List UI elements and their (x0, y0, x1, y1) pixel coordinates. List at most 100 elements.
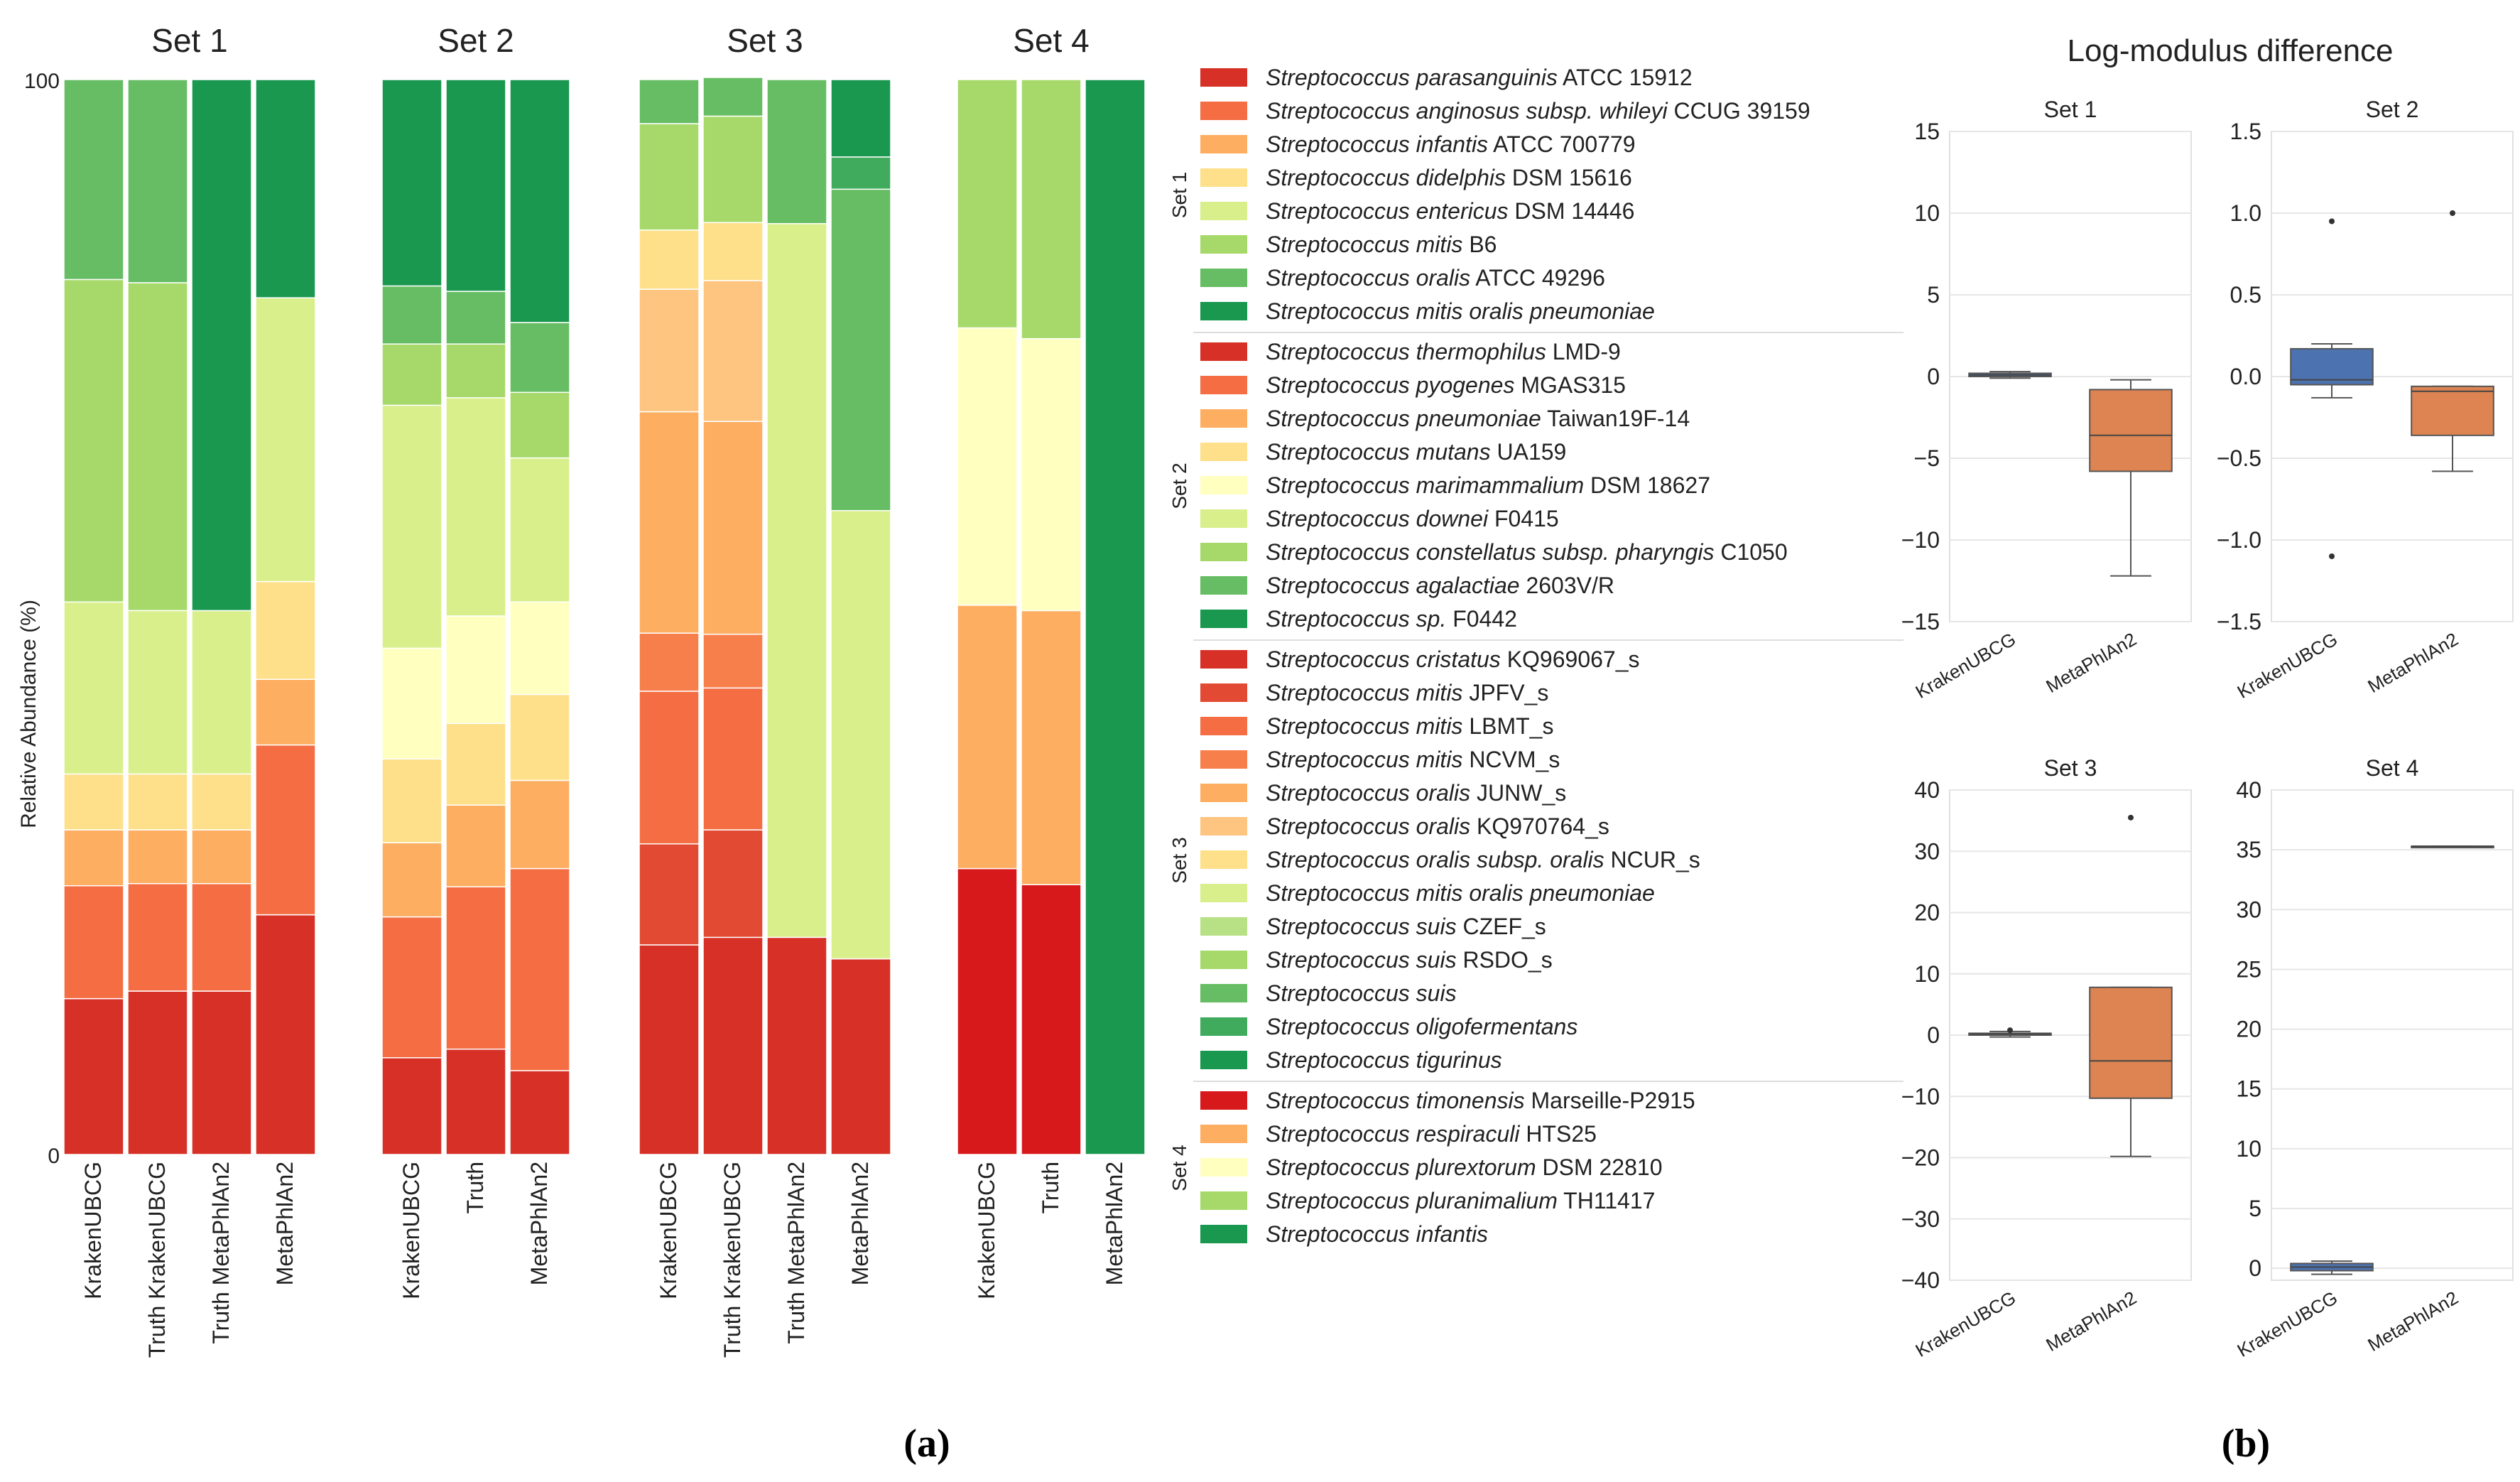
y-tick-label: 1.0 (2230, 200, 2261, 226)
set-title: Set 4 (1013, 22, 1089, 59)
bar-segment (830, 188, 891, 512)
bar-segment (509, 601, 570, 696)
legend-entry: Streptococcus downei F0415 (1266, 506, 1559, 531)
legend-entry: Streptococcus mitis oralis pneumoniae (1266, 298, 1655, 324)
set-title: Set 2 (438, 22, 514, 59)
panel-title: Set 4 (2366, 755, 2419, 781)
bar-set-4: Set 4 KrakenUBCG Truth MetaPhlAn2 (957, 22, 1146, 1299)
legend-entry: Streptococcus infantis ATCC 700779 (1266, 131, 1636, 157)
legend-group-set-1: Streptococcus parasanguinis ATCC 15912 St… (1168, 65, 1903, 333)
bar-segment (509, 1070, 570, 1155)
legend-entry: Streptococcus oligofermentans (1266, 1014, 1577, 1039)
bar-segment (766, 222, 827, 939)
legend-entry: Streptococcus mitis LBMT_s (1266, 713, 1553, 739)
legend-swatch (1200, 650, 1247, 669)
legend-entry: Streptococcus mitis JPFV_s (1266, 680, 1548, 705)
bar-segment (509, 79, 570, 323)
bar-segment (639, 411, 700, 634)
legend-entry: Streptococcus anginosus subsp. whileyi C… (1266, 98, 1810, 124)
bar-segment (381, 404, 442, 649)
y-tick-label: 10 (2236, 1136, 2261, 1162)
y-tick-label: −0.5 (2217, 445, 2261, 471)
bar-segment (509, 322, 570, 394)
x-tick-label: KrakenUBCG (974, 1162, 999, 1299)
y-tick-label: 35 (2236, 837, 2261, 862)
legend-entry: Streptococcus agalactiae 2603V/R (1266, 573, 1614, 598)
y-tick-label: −20 (1901, 1145, 1940, 1171)
legend-swatch (1200, 443, 1247, 461)
bar-segment (702, 280, 764, 422)
legend-swatch (1200, 850, 1247, 869)
y-tick-label: −10 (1901, 527, 1940, 553)
y-tick-label: 25 (2236, 956, 2261, 982)
y-tick-label: −5 (1914, 445, 1940, 471)
box (2411, 385, 2494, 436)
bar-segment (63, 278, 124, 603)
bar-segment (191, 990, 252, 1155)
legend-swatch (1200, 576, 1247, 595)
bar-segment (702, 687, 764, 831)
bar-segment (639, 944, 700, 1155)
legend-entry: Streptococcus didelphis DSM 15616 (1266, 165, 1632, 190)
bar-segment (255, 297, 316, 583)
bar-segment (445, 397, 506, 617)
bar-segment (255, 744, 316, 916)
bar-segment (63, 601, 124, 775)
y-tick-label: 10 (1914, 961, 1940, 987)
legend-swatch (1200, 1017, 1247, 1036)
bar-segment (445, 291, 506, 345)
bar-segment (702, 222, 764, 281)
y-tick-label: −40 (1901, 1267, 1940, 1293)
plot-area (2271, 789, 2514, 1281)
panel-a-stacked-bars: Relative Abundance (%) 100 0 Set 1 KrakenUBC… (17, 22, 1146, 1358)
bar-segment (509, 779, 570, 870)
legend-swatch (1200, 135, 1247, 153)
x-tick-label: MetaPhlAn2 (272, 1162, 298, 1285)
bar-segment (509, 391, 570, 459)
y-tick-label: 30 (1914, 838, 1940, 864)
y-tick-label: 40 (2236, 777, 2261, 803)
boxplot-title: Log-modulus difference (2067, 33, 2393, 68)
legend-swatch (1200, 168, 1247, 187)
x-tick-label: Truth MetaPhlAn2 (208, 1162, 234, 1344)
legend-swatch (1200, 1125, 1247, 1143)
legend-entry: Streptococcus mitis B6 (1266, 232, 1497, 257)
bar-segment (381, 79, 442, 287)
bar-segment (830, 79, 891, 158)
species-legend: Streptococcus parasanguinis ATCC 15912 St… (1168, 65, 1903, 1247)
x-tick-label: KrakenUBCG (656, 1162, 681, 1299)
y-tick-label: 15 (2236, 1076, 2261, 1102)
bar-segment (191, 882, 252, 992)
bar-segment (639, 79, 700, 124)
y-tick-label: 20 (1914, 900, 1940, 926)
bar-segment (445, 804, 506, 888)
bar-segment (63, 773, 124, 831)
bar-segment (191, 829, 252, 885)
legend-group-label: Set 3 (1168, 837, 1190, 883)
legend-group-label: Set 4 (1168, 1145, 1190, 1191)
legend-group-set-4: Streptococcus timonensis Marseille-P2915… (1168, 1088, 1695, 1247)
y-tick-label: 0 (2249, 1255, 2261, 1281)
figure-label-a: (a) (903, 1422, 950, 1466)
legend-entry: Streptococcus pneumoniae Taiwan19F-14 (1266, 406, 1690, 431)
bar-segment (381, 285, 442, 345)
x-tick-label: Truth KrakenUBCG (719, 1162, 745, 1358)
y-tick-label: 15 (1914, 119, 1940, 144)
legend-entry: Streptococcus constellatus subsp. pharyn… (1266, 539, 1788, 565)
legend-entry: Streptococcus oralis subsp. oralis NCUR_… (1266, 847, 1700, 872)
bar-segment (127, 882, 188, 992)
bar-segment (1021, 337, 1082, 612)
legend-swatch (1200, 817, 1247, 835)
panel-title: Set 1 (2044, 97, 2097, 122)
bar-segment (957, 79, 1018, 329)
bar-segment (830, 509, 891, 960)
legend-swatch (1200, 717, 1247, 735)
x-tick-label: Truth KrakenUBCG (144, 1162, 170, 1358)
panel-title: Set 3 (2044, 755, 2097, 781)
x-tick-label: Truth (1038, 1162, 1063, 1214)
legend-swatch (1200, 409, 1247, 428)
outlier-point (2450, 210, 2455, 216)
bar-set-1: Set 1 KrakenUBCG Truth KrakenUBCG Truth Met… (63, 22, 316, 1358)
